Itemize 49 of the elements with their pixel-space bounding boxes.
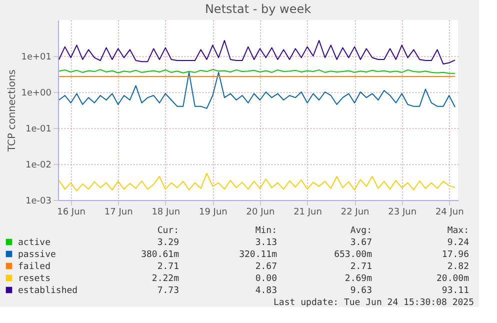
x-tick-label: 20 Jun — [246, 208, 275, 218]
line-series — [58, 72, 456, 109]
text: 3.67 — [350, 238, 372, 248]
text: 2.71 — [157, 262, 179, 272]
line-series — [58, 40, 456, 64]
text: 380.61m — [141, 250, 179, 260]
y-tick-label: 1e-02 — [26, 160, 52, 170]
y-tick-label: 1e+01 — [21, 52, 52, 62]
text: Min: — [255, 226, 277, 236]
text: 9.24 — [447, 238, 469, 248]
text: 2.82 — [447, 262, 469, 272]
text: Max: — [447, 226, 469, 236]
x-tick-label: 17 Jun — [104, 208, 133, 218]
text: 93.11 — [442, 286, 469, 296]
text: 20.00m — [436, 274, 469, 284]
text: 3.29 — [157, 238, 179, 248]
text: 3.13 — [255, 238, 277, 248]
x-tick-label: 22 Jun — [340, 208, 370, 218]
legend-label: active — [18, 238, 51, 248]
text: 653.00m — [334, 250, 372, 260]
text: 4.83 — [255, 286, 277, 296]
text: 2.22m — [152, 274, 179, 284]
x-tick-label: 18 Jun — [152, 208, 180, 218]
legend-label: passive — [18, 250, 56, 260]
legend-label: resets — [18, 274, 51, 284]
legend-label: established — [18, 286, 78, 296]
x-tick-label: 19 Jun — [198, 208, 228, 218]
text: 9.63 — [350, 286, 372, 296]
x-tick-label: 16 Jun — [57, 208, 86, 218]
y-tick-label: 1e-03 — [26, 196, 52, 206]
legend-label: failed — [18, 262, 51, 272]
text: 320.11m — [239, 250, 277, 260]
x-tick-label: 21 Jun — [294, 208, 322, 218]
chart-title: Netstat - by week — [204, 2, 312, 16]
text: 0.00 — [255, 274, 277, 284]
text: 2.69m — [344, 274, 372, 284]
text: 7.73 — [157, 286, 179, 296]
text: 17.96 — [442, 250, 469, 260]
text: Last update: Tue Jun 24 15:30:08 2025 — [274, 298, 474, 308]
text: Cur: — [157, 226, 179, 236]
text: Avg: — [350, 226, 372, 236]
y-tick-label: 1e+00 — [21, 88, 52, 98]
x-tick-label: 24 Jun — [435, 208, 464, 218]
text: 2.67 — [255, 262, 277, 272]
text: 2.71 — [350, 262, 372, 272]
y-axis-title: TCP connections — [7, 69, 18, 153]
y-tick-label: 1e-01 — [26, 124, 52, 134]
line-series — [58, 172, 456, 192]
x-tick-label: 23 Jun — [388, 208, 417, 218]
